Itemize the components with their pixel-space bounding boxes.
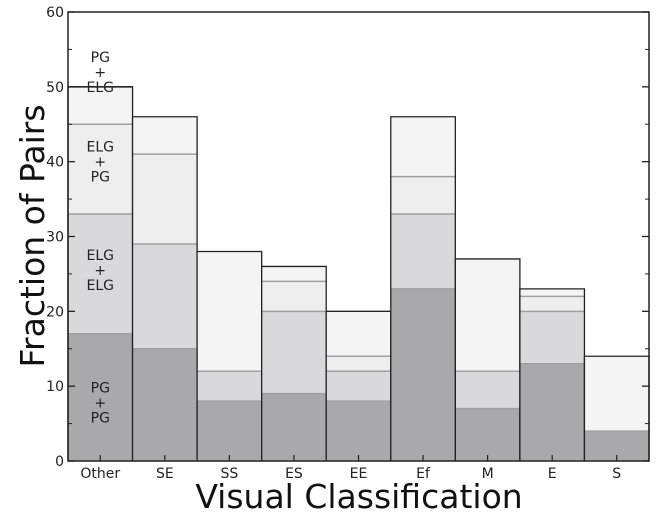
annotation-label: +: [94, 396, 106, 412]
bar-segment-m-1: [455, 408, 520, 461]
x-tick-label: E: [548, 466, 557, 482]
bar-segment-ef-4: [390, 116, 456, 177]
annotation-label: PG: [91, 381, 110, 397]
x-tick-label: ES: [285, 466, 303, 482]
annotation-label: +: [94, 263, 106, 279]
x-tick-label: M: [482, 466, 494, 482]
bar-segment-other-1: [68, 333, 133, 461]
bar-segment-ss-1: [197, 401, 262, 461]
annotation-label: PG: [91, 50, 110, 66]
y-tick-label: 30: [46, 230, 64, 246]
y-tick-label: 20: [46, 304, 64, 320]
bar-segment-ef-1: [390, 288, 456, 461]
y-tick-label: 50: [46, 80, 64, 96]
bar-segment-ss-4: [197, 251, 262, 372]
bar-segment-ss-2: [197, 371, 262, 402]
y-tick-label: 60: [46, 5, 64, 21]
x-tick-label: SS: [220, 466, 238, 482]
bar-segment-e-1: [519, 363, 585, 461]
bar-segment-e-2: [519, 311, 585, 364]
annotation-label: +: [94, 155, 106, 171]
bar-segment-se-4: [132, 116, 198, 155]
bar-segment-s-4: [584, 356, 649, 432]
y-tick-label: 40: [46, 155, 64, 171]
annotation-label: PG: [91, 170, 110, 186]
x-tick-label: Ef: [416, 466, 431, 482]
bar-segment-m-2: [455, 371, 520, 409]
bar-segment-es-1: [261, 393, 327, 461]
bar-segment-other-4: [68, 86, 133, 125]
y-tick-label: 0: [55, 454, 64, 470]
bar-segment-ee-4: [326, 311, 391, 357]
x-tick-label: EE: [350, 466, 368, 482]
bar-segment-ee-3: [326, 356, 391, 372]
x-tick-label: S: [612, 466, 621, 482]
bar-segment-se-2: [132, 243, 198, 349]
x-tick-label: Other: [80, 466, 120, 482]
bar-segment-se-3: [132, 154, 198, 244]
annotation-label: ELG: [87, 80, 115, 96]
bar-segment-e-4: [519, 288, 585, 297]
annotation-label: PG: [91, 411, 110, 427]
x-axis-title: Visual Classification: [195, 477, 522, 513]
annotation-label: ELG: [87, 140, 115, 156]
bar-segment-es-2: [261, 311, 327, 394]
bar-segment-es-3: [261, 281, 327, 312]
bar-segment-other-3: [68, 124, 133, 215]
annotation-label: +: [94, 65, 106, 81]
y-tick-label: 10: [46, 379, 64, 395]
bar-segment-se-1: [132, 348, 198, 461]
bar-segment-es-4: [261, 266, 327, 282]
annotation-label: ELG: [87, 248, 115, 264]
y-axis-title: Fraction of Pairs: [13, 104, 52, 367]
bar-segment-ef-2: [390, 214, 456, 289]
bar-segment-e-3: [519, 296, 585, 312]
bars: [67, 86, 650, 461]
bar-segment-ee-2: [326, 371, 391, 402]
bar-segment-other-2: [68, 214, 133, 334]
x-tick-label: SE: [156, 466, 174, 482]
annotation-label: ELG: [87, 278, 115, 294]
bar-segment-ef-3: [390, 176, 456, 215]
bar-segment-ee-1: [326, 401, 391, 461]
bar-segment-m-4: [455, 258, 520, 372]
